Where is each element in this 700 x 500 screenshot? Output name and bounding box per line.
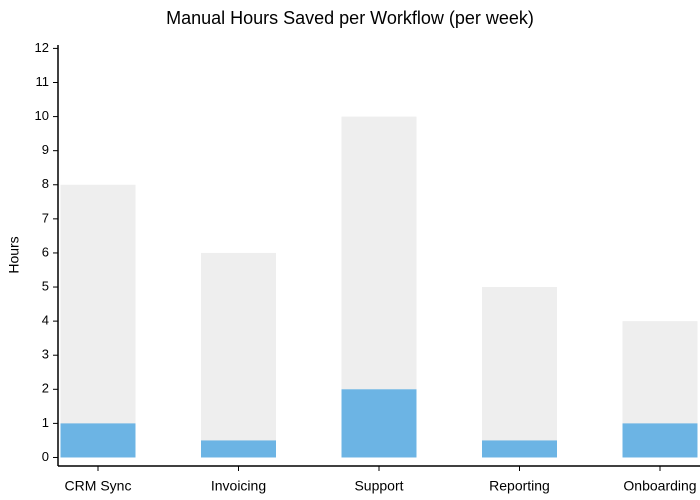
x-tick-label: Support: [354, 478, 403, 494]
x-tick-label: Reporting: [489, 478, 550, 494]
x-tick-label: CRM Sync: [65, 478, 132, 494]
y-tick-label: 11: [36, 74, 50, 89]
x-tick-label: Invoicing: [211, 478, 266, 494]
x-tick-label: Onboarding: [623, 478, 696, 494]
y-tick-label: 7: [42, 210, 49, 225]
y-tick-label: 0: [42, 449, 49, 464]
bar: [622, 423, 698, 458]
y-tick-label: 9: [42, 142, 49, 157]
y-axis-label: Hours: [6, 236, 22, 273]
y-tick-label: 5: [42, 278, 49, 293]
bar: [60, 423, 136, 458]
bar: [341, 389, 417, 458]
y-tick-label: 8: [42, 176, 49, 191]
y-tick-label: 1: [42, 415, 49, 430]
bar: [482, 287, 557, 458]
y-tick-label: 3: [42, 347, 49, 362]
bar: [201, 440, 276, 458]
y-tick-label: 10: [35, 108, 49, 123]
y-tick-label: 12: [35, 40, 49, 55]
y-tick-label: 6: [42, 244, 49, 259]
bar: [482, 440, 557, 458]
y-tick-label: 2: [42, 381, 49, 396]
bar: [60, 184, 136, 458]
chart-title: Manual Hours Saved per Workflow (per wee…: [166, 8, 534, 28]
y-tick-label: 4: [42, 313, 49, 328]
bar: [201, 252, 276, 458]
